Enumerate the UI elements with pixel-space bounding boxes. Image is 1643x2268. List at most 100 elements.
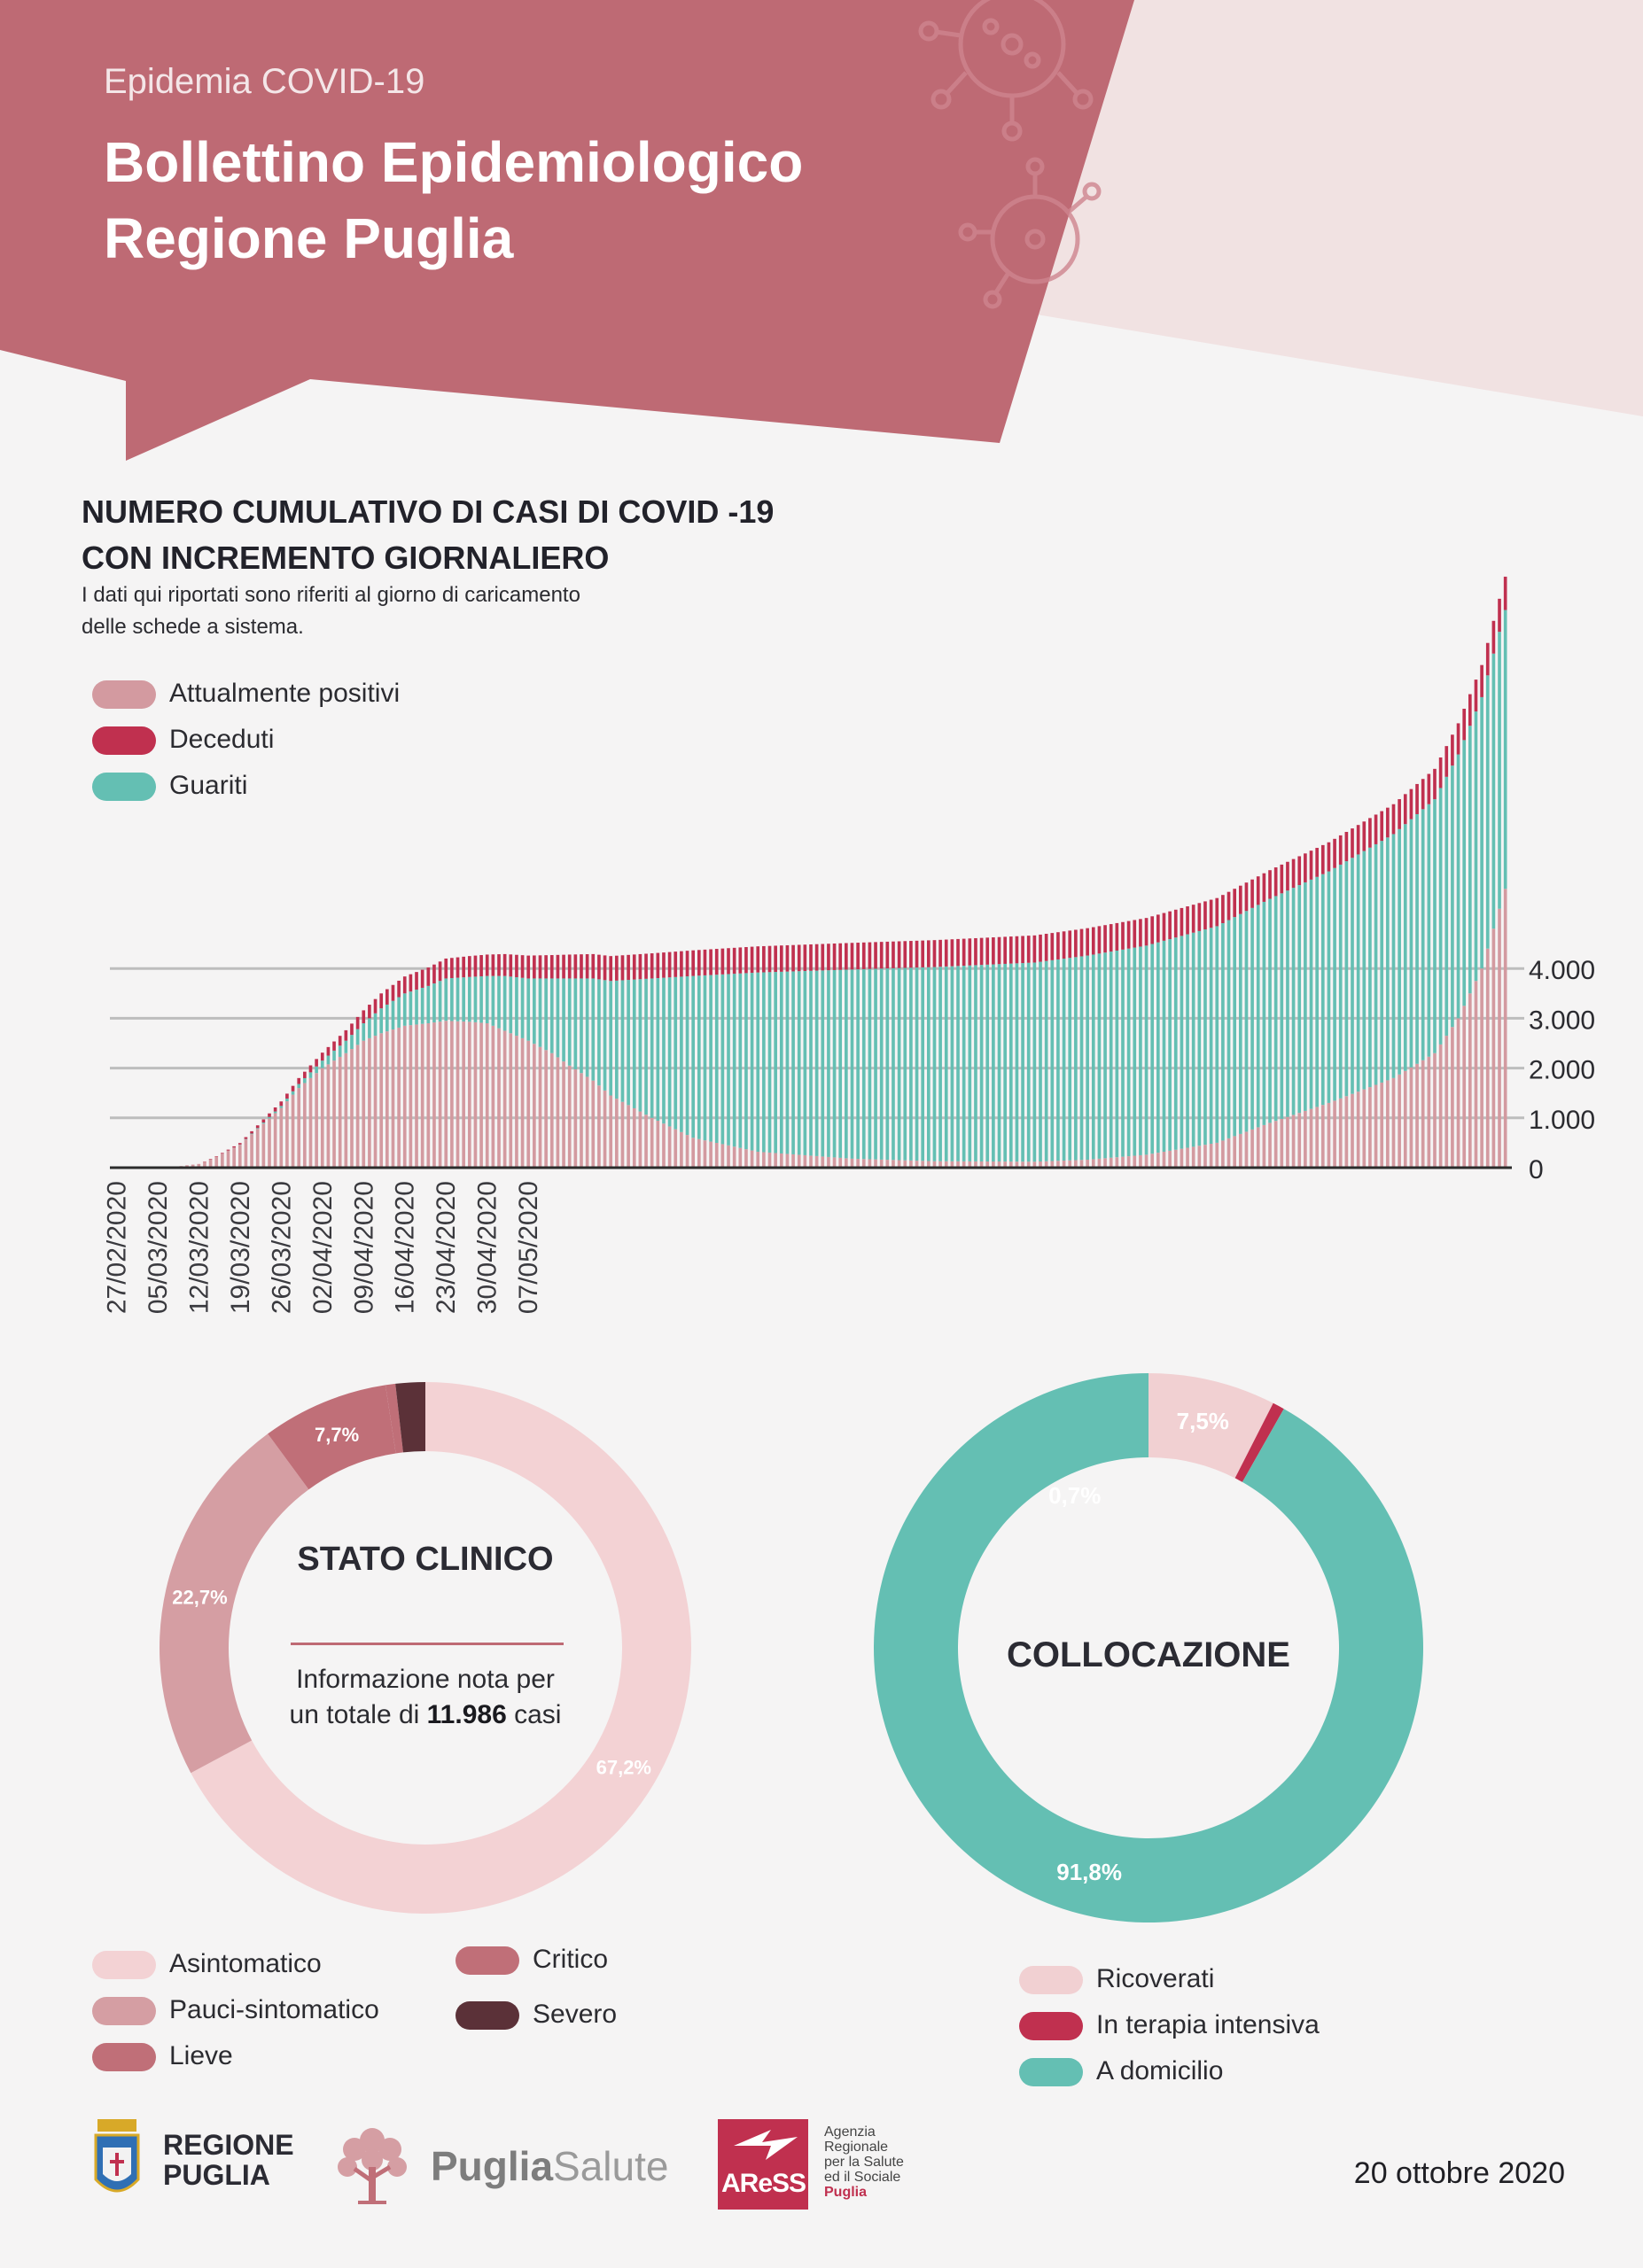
- bar-segment: [956, 966, 960, 1161]
- chart-title-line2: CON INCREMENTO GIORNALIERO: [82, 540, 610, 576]
- bar-segment: [402, 993, 407, 1026]
- bar-segment: [1333, 1100, 1336, 1168]
- bar-segment: [1451, 1027, 1454, 1168]
- bar-segment: [526, 955, 531, 979]
- bar-segment: [1250, 879, 1254, 908]
- bar-segment: [291, 1085, 295, 1091]
- bar-segment: [1374, 843, 1378, 1085]
- bar-segment: [1139, 946, 1142, 1155]
- bar-segment: [1291, 888, 1296, 1115]
- bar-segment: [779, 971, 783, 1153]
- bar-segment: [850, 1158, 854, 1168]
- bar-segment: [1133, 947, 1137, 1156]
- bar-segment: [756, 972, 760, 1153]
- bar-segment: [785, 1153, 790, 1168]
- bar-segment: [1203, 901, 1207, 930]
- bar-segment: [1485, 642, 1490, 676]
- bar-segment: [1173, 909, 1178, 938]
- legend-swatch-guariti: [92, 773, 156, 801]
- aress-line: Agenzia: [824, 2124, 876, 2140]
- bar-segment: [1403, 1070, 1407, 1168]
- pugliasalute-word1: Puglia: [431, 2143, 554, 2189]
- bar-segment: [1086, 1160, 1089, 1168]
- bar-segment: [544, 978, 548, 1051]
- aress-line: ed il Sociale: [824, 2170, 901, 2185]
- bar-segment: [567, 954, 572, 979]
- bar-segment: [1374, 814, 1378, 844]
- bar-segment: [509, 954, 513, 977]
- bar-segment: [362, 1023, 366, 1041]
- bar-segment: [1444, 776, 1449, 1037]
- bar-segment: [1226, 891, 1231, 920]
- bar-segment: [1480, 968, 1483, 1168]
- bar-segment: [1044, 960, 1048, 1161]
- bar-segment: [1344, 861, 1349, 1097]
- bar-segment: [714, 949, 719, 975]
- bar-segment: [1056, 959, 1060, 1161]
- bar-segment: [1351, 1093, 1354, 1168]
- bar-segment: [1474, 981, 1478, 1168]
- bar-segment: [850, 943, 854, 970]
- bar-segment: [756, 1152, 760, 1168]
- bar-segment: [479, 1022, 483, 1168]
- bar-segment: [992, 1161, 995, 1168]
- bar-segment: [1103, 925, 1107, 953]
- donut-slice: [1234, 1402, 1284, 1482]
- bar-segment: [720, 948, 725, 975]
- bar-segment: [650, 953, 654, 979]
- bar-segment: [415, 972, 418, 990]
- bar-segment: [332, 1041, 336, 1051]
- bar-segment: [885, 968, 890, 1161]
- bar-segment: [315, 1066, 318, 1074]
- bar-segment: [1180, 1148, 1184, 1168]
- legend-label: Severo: [533, 2000, 618, 2029]
- bar-segment: [573, 954, 578, 979]
- legend-label: Guariti: [169, 771, 248, 800]
- bar-segment: [1320, 1105, 1325, 1168]
- bar-segment: [1391, 834, 1396, 1078]
- bar-segment: [732, 974, 736, 1147]
- bar-segment: [962, 966, 966, 1161]
- bar-segment: [1008, 936, 1013, 964]
- bar-segment: [997, 964, 1001, 1162]
- bar-segment: [979, 1161, 984, 1168]
- bar-segment: [1280, 864, 1284, 894]
- bar-segment: [502, 953, 507, 976]
- bar-segment: [1356, 1091, 1360, 1168]
- bar-segment: [714, 1143, 719, 1168]
- bar-segment: [691, 1138, 695, 1168]
- bar-segment: [785, 944, 790, 972]
- bar-segment: [744, 1149, 748, 1168]
- bar-segment: [450, 1021, 454, 1168]
- bar-segment: [373, 1013, 378, 1037]
- bar-segment: [1191, 905, 1195, 933]
- bar-segment: [791, 1153, 795, 1168]
- y-tick-label: 0: [1529, 1155, 1544, 1184]
- bar-segment: [861, 1159, 866, 1168]
- bar-segment: [1433, 768, 1437, 800]
- bar-segment: [1015, 1161, 1019, 1168]
- bar-segment: [821, 944, 825, 971]
- bar-segment: [355, 1045, 360, 1168]
- bar-segment: [1333, 838, 1336, 868]
- bar-segment: [638, 979, 642, 1112]
- bar-segment: [868, 1159, 872, 1168]
- bar-segment: [456, 1021, 460, 1168]
- bar-segment: [762, 945, 766, 973]
- bar-segment: [1097, 953, 1102, 1159]
- bar-segment: [809, 970, 813, 1156]
- bar-segment: [1203, 1145, 1207, 1168]
- bar-segment: [285, 1101, 289, 1168]
- bar-segment: [1180, 907, 1184, 936]
- y-tick-label: 4.000: [1529, 956, 1595, 985]
- bar-segment: [1444, 746, 1449, 777]
- bar-segment: [662, 1123, 666, 1168]
- bar-segment: [1427, 1056, 1431, 1168]
- bar-segment: [585, 954, 589, 979]
- bar-segment: [714, 975, 719, 1143]
- bar-segment: [279, 1107, 284, 1168]
- bar-segment: [285, 1099, 289, 1102]
- bar-segment: [845, 1158, 848, 1168]
- bar-segment: [1091, 1159, 1095, 1168]
- bar-segment: [350, 1035, 354, 1050]
